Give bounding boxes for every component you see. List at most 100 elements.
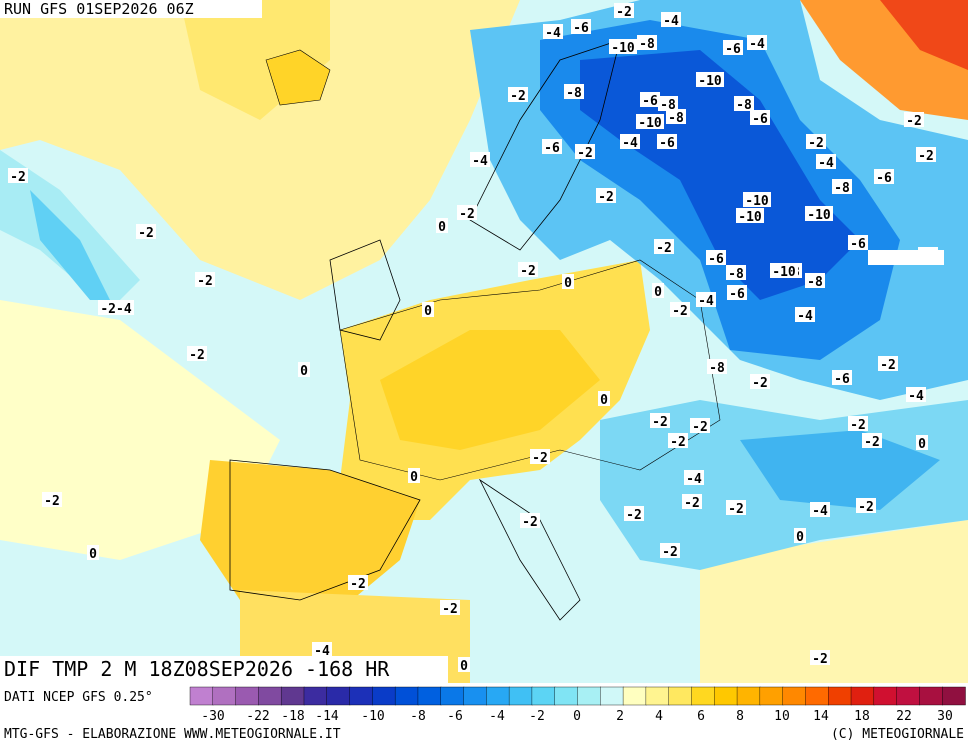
contour-label: -2 [850,418,866,433]
contour-label: -2 [684,496,700,511]
label-box [408,468,420,483]
label-box [571,19,591,34]
colorbar-label: 0 [573,709,581,724]
contour-label: -2 [652,415,668,430]
contour-label: -4 [797,309,813,324]
colorbar-label: 14 [813,709,829,724]
label-box [436,218,448,233]
data-source: DATI NCEP GFS 0.25° [4,690,153,705]
contour-label: -2 [858,500,874,515]
colorbar-swatch [235,686,260,706]
label-box [530,449,550,464]
label-box [707,359,727,374]
copyright: (C) METEOGIORNALE [831,727,964,742]
contour-label: -2 [510,89,526,104]
contour-label: -6 [752,112,768,127]
contour-label: -2 [532,451,548,466]
label-box [658,96,678,111]
colorbar-swatch [326,686,351,706]
label-box [806,134,826,149]
contour-label: -2 [522,515,538,530]
label-box [650,413,670,428]
contour-label: -6 [642,94,658,109]
colorbar-swatch [189,686,214,706]
label-box [906,387,926,402]
colorbar-swatch [463,686,488,706]
label-box [598,391,610,406]
colorbar-swatch [349,686,374,706]
colorbar-swatch [508,686,533,706]
label-box [98,300,134,315]
label-box [868,250,944,265]
label-box [916,435,928,450]
contour-labels: -2-4 -6-10 -8-4-6 -4-2-8-10-8-6-6-8-10 -8-6-… [8,3,944,674]
colorbar: -30 -22 -18 -14 -10 -8 -6 -4 -2 0 2 4 6 8 10 14 18 22 30 [189,686,966,724]
contour-label: -8 [639,37,655,52]
label-box [878,356,898,371]
contour-label: 0 [89,547,97,562]
colorbar-swatch [554,686,579,706]
header-box [0,0,262,18]
label-box [87,545,99,560]
label-box [298,362,310,377]
label-box [848,235,868,250]
label-box [422,302,434,317]
contour-label: -4 [749,37,765,52]
colorbar-swatch [394,686,419,706]
colorbar-label: -2 [529,709,545,724]
label-box [794,528,806,543]
label-box [848,416,868,431]
contour-label: -2 [520,264,536,279]
colorbar-swatch [531,686,556,706]
label-box [636,114,664,129]
colorbar-swatch [736,686,761,706]
label-box [564,84,584,99]
field-title: DIF TMP 2 M 18Z08SEP2026 -168 HR [4,657,390,681]
label-box [750,374,770,389]
contour-label: -6 [729,287,745,302]
label-box [810,650,830,665]
label-box [832,179,852,194]
label-box [670,302,690,317]
colorbar-swatch [805,686,829,706]
contour-label: -2 [864,435,880,450]
contour-label: -4 [663,14,679,29]
colorbar-swatch [258,686,282,706]
contour-label: 0 [460,659,468,674]
label-box [690,418,710,433]
colorbar-label: 6 [697,709,705,724]
colorbar-swatch [600,686,624,706]
label-box [620,134,640,149]
colorbar-label: -22 [246,709,269,724]
colorbar-label: 30 [937,709,953,724]
contour-label: -2 [728,502,744,517]
colorbar-label: -30 [201,709,224,724]
label-box [136,224,156,239]
label-box [706,250,726,265]
contour-label: -2 [692,420,708,435]
label-box [682,494,702,509]
contour-label: -8 [566,86,582,101]
label-box [904,112,924,127]
colorbar-label: 18 [854,709,870,724]
contour-label: -2 [442,602,458,617]
colorbar-label: 10 [774,709,790,724]
contour-label: -8 [709,361,725,376]
colorbar-swatch [782,686,807,706]
contour-label: -2 [670,435,686,450]
contour-label: -4 [908,389,924,404]
colorbar-label: -6 [447,709,463,724]
contour-label: -8 [736,98,752,113]
label-box [856,498,876,513]
contour-label: 0 [438,220,446,235]
contour-label: -2-4 [100,302,131,317]
label-box [609,39,637,54]
label-box [312,642,332,657]
label-box [684,470,704,485]
label-box [723,40,743,55]
contour-label: -2 [918,149,934,164]
contour-label: -6 [708,252,724,267]
contour-label: -4 [472,154,488,169]
colorbar-swatch [280,686,305,706]
